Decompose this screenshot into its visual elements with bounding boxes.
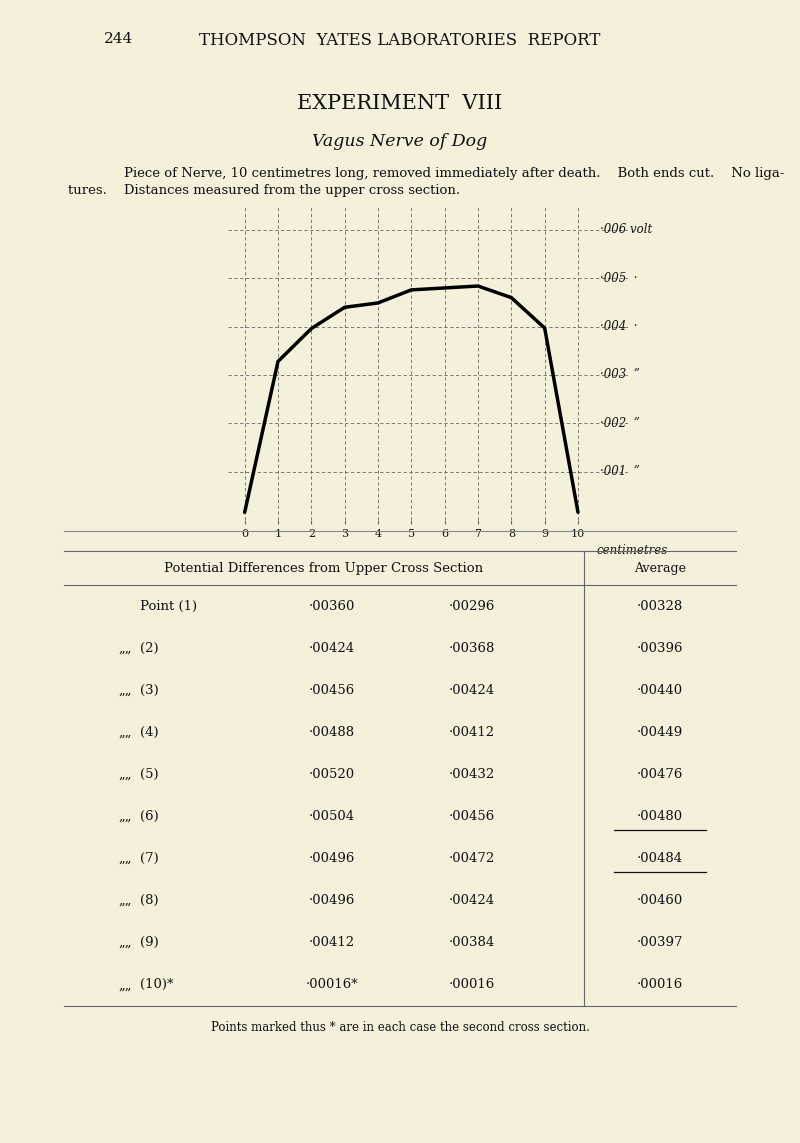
Text: (9): (9)	[140, 936, 158, 949]
Text: ·00432: ·00432	[449, 768, 495, 781]
Text: Vagus Nerve of Dog: Vagus Nerve of Dog	[312, 133, 488, 150]
Text: (6): (6)	[140, 810, 158, 823]
Text: „„: „„	[118, 853, 132, 865]
Text: ·00456: ·00456	[309, 684, 355, 697]
Text: ·00472: ·00472	[449, 853, 495, 865]
Text: EXPERIMENT  VIII: EXPERIMENT VIII	[298, 94, 502, 113]
Text: (2): (2)	[140, 642, 158, 655]
Text: ·00449: ·00449	[637, 726, 683, 738]
Text: „„: „„	[118, 768, 132, 781]
Text: ·003  ”: ·003 ”	[600, 368, 639, 382]
Text: (10)*: (10)*	[140, 978, 174, 991]
Text: Potential Differences from Upper Cross Section: Potential Differences from Upper Cross S…	[165, 561, 483, 575]
Text: ·00440: ·00440	[637, 684, 683, 697]
Text: ·001  ”: ·001 ”	[600, 465, 639, 478]
Text: ·00016*: ·00016*	[306, 978, 358, 991]
Text: ·00412: ·00412	[449, 726, 495, 738]
Text: ·00328: ·00328	[637, 600, 683, 613]
Text: „„: „„	[118, 936, 132, 949]
Text: „„: „„	[118, 894, 132, 908]
Text: (3): (3)	[140, 684, 158, 697]
Text: ·00460: ·00460	[637, 894, 683, 908]
Text: ·00496: ·00496	[309, 853, 355, 865]
Text: ·00424: ·00424	[449, 894, 495, 908]
Text: „„: „„	[118, 684, 132, 697]
Text: ·00424: ·00424	[449, 684, 495, 697]
Text: ·00412: ·00412	[309, 936, 355, 949]
Text: ·004  ·: ·004 ·	[600, 320, 637, 333]
Text: ·00520: ·00520	[309, 768, 355, 781]
Text: ·002  ”: ·002 ”	[600, 417, 639, 430]
Text: „„: „„	[118, 810, 132, 823]
Text: ·00016: ·00016	[449, 978, 495, 991]
Text: ·00296: ·00296	[449, 600, 495, 613]
Text: ·00016: ·00016	[637, 978, 683, 991]
Text: ·00480: ·00480	[637, 810, 683, 823]
Text: ·00504: ·00504	[309, 810, 355, 823]
Text: (8): (8)	[140, 894, 158, 908]
Text: ·00456: ·00456	[449, 810, 495, 823]
Text: tures.    Distances measured from the upper cross section.: tures. Distances measured from the upper…	[68, 184, 460, 197]
Text: (7): (7)	[140, 853, 158, 865]
Text: Average: Average	[634, 561, 686, 575]
Text: THOMPSON  YATES LABORATORIES  REPORT: THOMPSON YATES LABORATORIES REPORT	[199, 32, 601, 49]
Text: ·00488: ·00488	[309, 726, 355, 738]
Text: (5): (5)	[140, 768, 158, 781]
Text: ·00360: ·00360	[309, 600, 355, 613]
Text: „„: „„	[118, 978, 132, 991]
Text: ·005  ·: ·005 ·	[600, 272, 637, 285]
Text: „„: „„	[118, 726, 132, 738]
Text: ·00496: ·00496	[309, 894, 355, 908]
Text: „„: „„	[118, 642, 132, 655]
Text: ·00396: ·00396	[637, 642, 683, 655]
Text: ·00476: ·00476	[637, 768, 683, 781]
Text: ·006 volt: ·006 volt	[600, 223, 652, 237]
Text: ·00397: ·00397	[637, 936, 683, 949]
Text: Points marked thus * are in each case the second cross section.: Points marked thus * are in each case th…	[210, 1021, 590, 1033]
Text: ·00484: ·00484	[637, 853, 683, 865]
Text: ·00384: ·00384	[449, 936, 495, 949]
Text: Point (1): Point (1)	[140, 600, 197, 613]
Text: Piece of Nerve, 10 centimetres long, removed immediately after death.    Both en: Piece of Nerve, 10 centimetres long, rem…	[124, 167, 785, 179]
Text: centimetres: centimetres	[596, 544, 667, 558]
Text: (4): (4)	[140, 726, 158, 738]
Text: ·00368: ·00368	[449, 642, 495, 655]
Text: 244: 244	[104, 32, 134, 46]
Text: ·00424: ·00424	[309, 642, 355, 655]
